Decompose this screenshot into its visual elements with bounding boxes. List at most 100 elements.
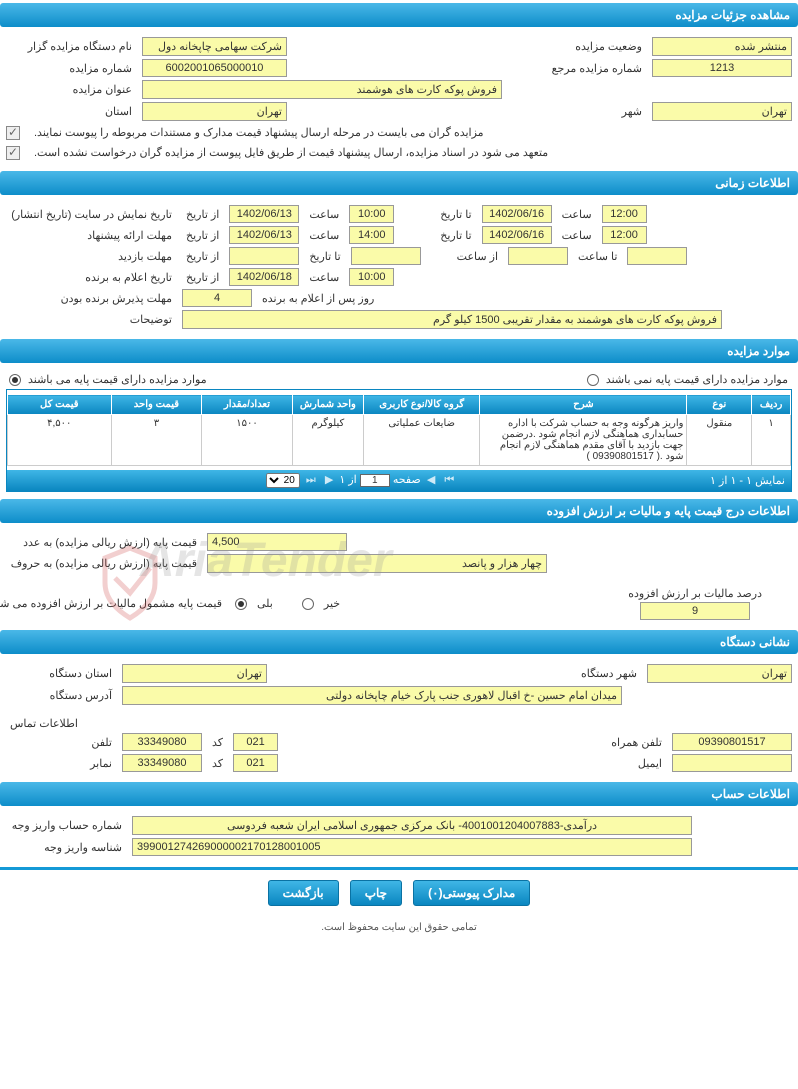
- field-payid: 399001274269000002170128001005: [132, 838, 692, 856]
- label-contact-title: اطلاعات تماس: [6, 717, 82, 730]
- label-province: استان: [6, 105, 136, 118]
- section-header-price: اطلاعات درج قیمت پایه و مالیات بر ارزش ا…: [0, 499, 798, 523]
- label-announce: تاریخ اعلام به برنده: [6, 271, 176, 284]
- field-fax: 33349080: [122, 754, 202, 772]
- field-status: منتشر شده: [652, 37, 792, 56]
- footer-text: تمامی حقوق این سایت محفوظ است.: [0, 916, 798, 939]
- label-from-date-2: از تاریخ: [182, 229, 223, 242]
- field-code: 021: [233, 733, 278, 751]
- field-desc: فروش پوکه کارت های هوشمند به مقدار تقریب…: [182, 310, 722, 329]
- label-publish: تاریخ نمایش در سایت (تاریخ انتشار): [6, 208, 176, 221]
- pager-next-icon[interactable]: ▶: [322, 473, 336, 486]
- field-addr-city: تهران: [647, 664, 792, 683]
- field-accept: 4: [182, 289, 252, 307]
- checkbox-note1: [6, 126, 20, 140]
- label-time-1: ساعت: [305, 208, 343, 221]
- label-phone: تلفن: [6, 736, 116, 749]
- label-vat-q: قیمت پایه مشمول مالیات بر ارزش افزوده می…: [6, 597, 226, 610]
- th-group: گروه کالا/نوع کاربری: [363, 395, 479, 415]
- section-header-address: نشانی دستگاه: [0, 630, 798, 654]
- label-desc: توضیحات: [6, 313, 176, 326]
- pager-first-icon[interactable]: ⏮: [441, 474, 457, 487]
- pager-page-label: صفحه: [393, 474, 421, 486]
- td-total: ۴,۵٠٠: [8, 415, 112, 466]
- pager-size-select[interactable]: 20: [266, 473, 300, 488]
- field-addr-province: تهران: [122, 664, 267, 683]
- radio-vat-no[interactable]: [302, 598, 314, 610]
- field-proposal-to-time: 12:00: [602, 226, 647, 244]
- label-from-date-4: از تاریخ: [182, 271, 223, 284]
- field-auction-no: 6002001065000010: [142, 59, 287, 77]
- radio-with-base[interactable]: [9, 374, 21, 386]
- field-vat-percent: 9: [640, 602, 750, 620]
- th-qty: تعداد/مقدار: [202, 395, 293, 415]
- label-base-num: قیمت پایه (ارزش ریالی مزایده) به عدد: [6, 536, 201, 549]
- radio-without-base[interactable]: [587, 374, 599, 386]
- table-row: ١ منقول واریز هرگونه وجه به حساب شرکت با…: [8, 415, 791, 466]
- field-publish-to-time: 12:00: [602, 205, 647, 223]
- pager-prev-icon[interactable]: ◀: [424, 473, 438, 486]
- label-addr-province: استان دستگاه: [6, 667, 116, 680]
- print-button[interactable]: چاپ: [350, 880, 402, 906]
- td-type: منقول: [687, 415, 752, 466]
- label-status: وضعیت مزایده: [571, 40, 646, 53]
- label-email: ایمیل: [634, 757, 666, 770]
- field-account: درآمدی-4001001204007883- بانک مرکزی جمهو…: [132, 816, 692, 835]
- label-org: نام دستگاه مزایده گزار: [6, 40, 136, 53]
- label-auction-no: شماره مزایده: [6, 62, 136, 75]
- field-province: تهران: [142, 102, 287, 121]
- pager-last-icon[interactable]: ⏭: [303, 474, 319, 487]
- label-fax-code: کد: [208, 757, 227, 770]
- label-to-time: تا ساعت: [574, 250, 621, 263]
- field-visit-to-date: [351, 247, 421, 265]
- section-header-account: اطلاعات حساب: [0, 782, 798, 806]
- label-city: شهر: [618, 105, 646, 118]
- th-row: ردیف: [752, 395, 791, 415]
- radio-vat-yes[interactable]: [235, 598, 247, 610]
- label-vat-yes: بلی: [253, 597, 277, 610]
- field-title: فروش پوکه کارت های هوشمند: [142, 80, 502, 99]
- field-publish-from-time: 10:00: [349, 205, 394, 223]
- attachments-button[interactable]: مدارک پیوستی(٠): [413, 880, 530, 906]
- td-desc: واریز هرگونه وجه به حساب شرکت با اداره ح…: [480, 415, 687, 466]
- field-publish-to-date: 1402/06/16: [482, 205, 552, 223]
- th-desc: شرح: [480, 395, 687, 415]
- label-radio-without-base: موارد مزایده دارای قیمت پایه نمی باشند: [602, 373, 792, 386]
- field-ref-no: 1213: [652, 59, 792, 77]
- section-header-details: مشاهده جزئیات مزایده: [0, 3, 798, 27]
- label-payid: شناسه واریز وجه: [6, 841, 126, 854]
- pager-page-input[interactable]: [360, 474, 390, 487]
- label-time-2: ساعت: [558, 208, 596, 221]
- label-vat-no: خیر: [320, 597, 344, 610]
- td-group: ضایعات عملیاتی: [363, 415, 479, 466]
- field-fax-code: 021: [233, 754, 278, 772]
- label-proposal: مهلت ارائه پیشنهاد: [6, 229, 176, 242]
- checkbox-note2: [6, 146, 20, 160]
- label-code: کد: [208, 736, 227, 749]
- th-unit-price: قیمت واحد: [111, 395, 202, 415]
- td-unit: کیلوگرم: [292, 415, 363, 466]
- field-visit-from-date: [229, 247, 299, 265]
- label-base-word: قیمت پایه (ارزش ریالی مزایده) به حروف: [6, 557, 201, 570]
- field-org: شرکت سهامی چاپخانه دول: [142, 37, 287, 56]
- label-address: آدرس دستگاه: [6, 689, 116, 702]
- field-announce-time: 10:00: [349, 268, 394, 286]
- label-vat-percent: درصد مالیات بر ارزش افزوده: [624, 587, 766, 600]
- back-button[interactable]: بازگشت: [268, 880, 339, 906]
- note-1: مزایده گران می بایست در مرحله ارسال پیشن…: [26, 124, 492, 141]
- label-to-date-3: تا تاریخ: [305, 250, 344, 263]
- label-account: شماره حساب واریز وجه: [6, 819, 126, 832]
- label-title: عنوان مزایده: [6, 83, 136, 96]
- table-pager: نمایش ١ - ١ از ١ ⏮ ◀ صفحه از ١ ▶ ⏭ 20: [7, 470, 791, 491]
- field-phone: 33349080: [122, 733, 202, 751]
- label-accept-suffix: روز پس از اعلام به برنده: [258, 292, 378, 305]
- section-header-time: اطلاعات زمانی: [0, 171, 798, 195]
- label-fax: نمابر: [6, 757, 116, 770]
- label-time-5: ساعت: [305, 271, 343, 284]
- field-mobile: 09390801517: [672, 733, 792, 751]
- items-table: ردیف نوع شرح گروه کالا/نوع کاربری واحد ش…: [7, 394, 791, 466]
- label-addr-city: شهر دستگاه: [577, 667, 641, 680]
- field-address: میدان امام حسین -خ اقبال لاهوری جنب پارک…: [122, 686, 622, 705]
- label-from-time: از ساعت: [453, 250, 502, 263]
- td-unit-price: ٣: [111, 415, 202, 466]
